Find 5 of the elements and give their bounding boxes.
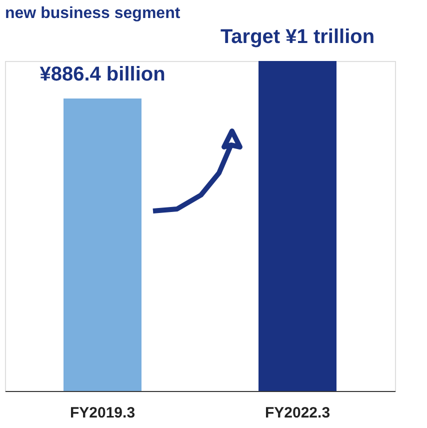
data-label: Target ¥1 trillion: [220, 26, 375, 48]
x-tick-label: FY2019.3: [70, 404, 136, 422]
chart-title: new business segment: [5, 5, 181, 22]
data-label: ¥886.4 billion: [40, 63, 166, 86]
x-tick-label: FY2022.3: [264, 404, 330, 422]
